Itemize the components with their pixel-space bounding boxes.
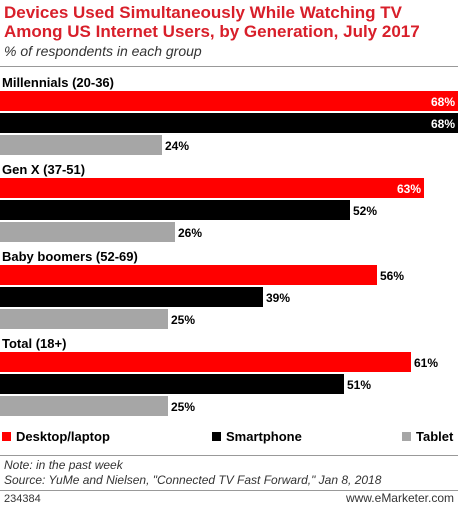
bottom-divider [0,490,458,491]
bar-desktop-laptop-baby-boomers-52-69 [0,265,377,285]
data-label-smartphone-total-18: 51% [347,378,371,392]
bar-desktop-laptop-total-18 [0,352,411,372]
data-label-desktop-laptop-millennials-20-36: 68% [431,95,455,109]
group-label-millennials-20-36: Millennials (20-36) [2,75,114,90]
data-label-tablet-gen-x-37-51: 26% [178,226,202,240]
data-label-smartphone-gen-x-37-51: 52% [353,204,377,218]
group-label-total-18: Total (18+) [2,336,66,351]
data-label-smartphone-millennials-20-36: 68% [431,117,455,131]
data-label-smartphone-baby-boomers-52-69: 39% [266,291,290,305]
legend-swatch-tablet [402,432,411,441]
footer-divider [0,455,458,456]
bar-tablet-gen-x-37-51 [0,222,175,242]
data-label-desktop-laptop-baby-boomers-52-69: 56% [380,269,404,283]
data-label-tablet-total-18: 25% [171,400,195,414]
data-label-desktop-laptop-gen-x-37-51: 63% [397,182,421,196]
group-label-gen-x-37-51: Gen X (37-51) [2,162,85,177]
bar-smartphone-total-18 [0,374,344,394]
brand-logo: www.eMarketer.com [345,491,454,505]
bar-desktop-laptop-millennials-20-36 [0,91,458,111]
legend-swatch-desktop-laptop [2,432,11,441]
chart-id: 234384 [4,493,41,505]
legend-label-desktop-laptop: Desktop/laptop [16,429,110,444]
footer-source: Source: YuMe and Nielsen, "Connected TV … [4,473,382,487]
top-divider [0,66,458,67]
bar-smartphone-baby-boomers-52-69 [0,287,263,307]
chart-subtitle: % of respondents in each group [4,43,202,59]
bar-desktop-laptop-gen-x-37-51 [0,178,424,198]
data-label-tablet-millennials-20-36: 24% [165,139,189,153]
chart-title: Devices Used Simultaneously While Watchi… [4,3,420,41]
group-label-baby-boomers-52-69: Baby boomers (52-69) [2,249,138,264]
bar-smartphone-gen-x-37-51 [0,200,350,220]
data-label-tablet-baby-boomers-52-69: 25% [171,313,195,327]
bar-tablet-millennials-20-36 [0,135,162,155]
legend-label-tablet: Tablet [416,429,454,444]
bar-tablet-total-18 [0,396,168,416]
legend-label-smartphone: Smartphone [226,429,302,444]
legend-swatch-smartphone [212,432,221,441]
data-label-desktop-laptop-total-18: 61% [414,356,438,370]
bar-smartphone-millennials-20-36 [0,113,458,133]
footer-note: Note: in the past week [4,458,123,472]
bar-tablet-baby-boomers-52-69 [0,309,168,329]
